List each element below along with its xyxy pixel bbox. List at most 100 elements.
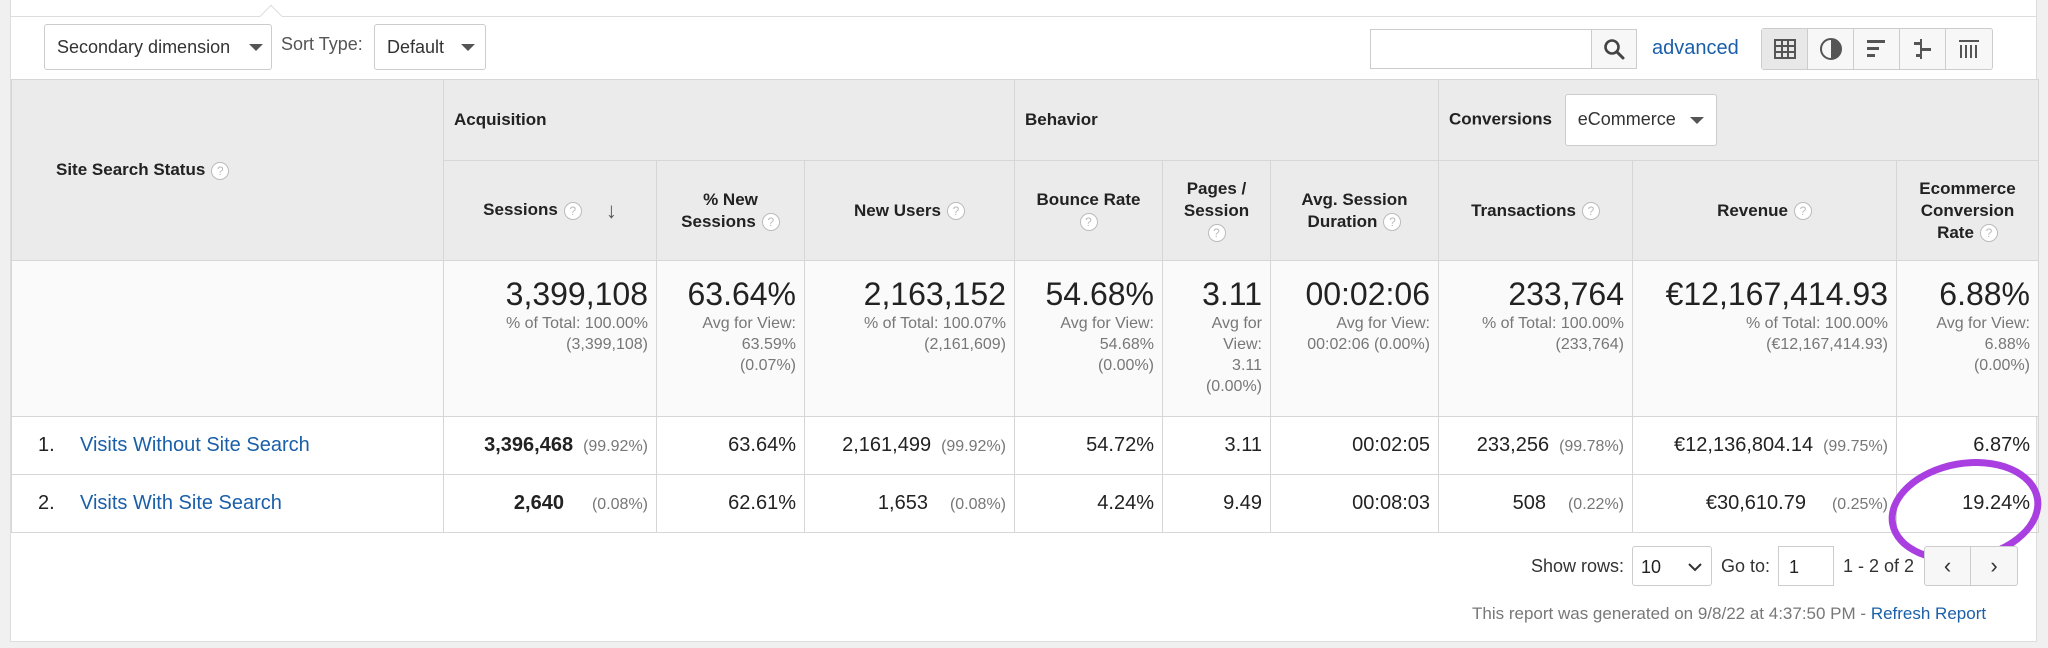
secondary-dimension-dropdown[interactable]: Secondary dimension (44, 24, 272, 70)
chevron-down-icon (249, 44, 263, 51)
total-note: (0.00%) (1973, 357, 2030, 374)
group-header-conversions: Conversions eCommerce (1438, 79, 2039, 161)
comparison-view-button[interactable] (1900, 29, 1946, 69)
col-label: Conversion (1920, 200, 2015, 220)
total-note: Avg for View: (1336, 315, 1430, 332)
col-label: Sessions (681, 211, 756, 231)
total-new-sessions: 63.64% Avg for View: 63.59% (0.07%) (656, 260, 805, 417)
row-link-visits-with-site-search[interactable]: Visits With Site Search (80, 492, 282, 514)
search-button[interactable] (1591, 29, 1637, 69)
conversions-dropdown[interactable]: eCommerce (1564, 94, 1717, 146)
total-sessions: 3,399,108 % of Total: 100.00% (3,399,108) (443, 260, 657, 417)
cell-value: 19.24% (1962, 492, 2030, 514)
bar-view-button[interactable] (1854, 29, 1900, 69)
sort-type-dropdown[interactable]: Default (374, 24, 486, 70)
cell-value: 233,256 (1476, 434, 1550, 456)
total-value: 63.64% (687, 276, 796, 312)
help-icon[interactable]: ? (563, 201, 582, 220)
report-table: Site Search Status? Acquisition Behavior… (11, 79, 2039, 533)
total-note: Avg for View: (1936, 315, 2030, 332)
help-icon[interactable]: ? (211, 161, 230, 180)
table-row: 2. Visits With Site Search 2,640 (0.08%) 6… (11, 474, 2039, 533)
total-transactions: 233,764 % of Total: 100.00% (233,764) (1438, 260, 1633, 417)
cell-value: 3,396,468 (484, 434, 574, 456)
col-label: % New (703, 189, 758, 209)
dimension-header[interactable]: Site Search Status? (11, 79, 444, 261)
show-rows-value: 10 (1641, 557, 1662, 577)
col-header-new-users[interactable]: New Users? (804, 160, 1015, 261)
refresh-report-link[interactable]: Refresh Report (1870, 604, 1987, 623)
cell-sessions: 3,396,468 (99.92%) (443, 416, 657, 475)
chevron-left-icon: ‹ (1943, 553, 1952, 578)
cell-percent: (0.08%) (949, 496, 1006, 513)
total-value: €12,167,414.93 (1665, 276, 1888, 312)
total-note: Avg for (1211, 315, 1262, 332)
cell-percent: (0.08%) (591, 496, 648, 513)
help-icon[interactable]: ? (761, 213, 780, 232)
col-header-sessions[interactable]: Sessions? ↓ (443, 160, 657, 261)
cell-value: 00:08:03 (1352, 492, 1430, 514)
col-label: Ecommerce (1919, 178, 2016, 198)
help-icon[interactable]: ? (946, 202, 965, 221)
pivot-icon (1959, 40, 1979, 58)
total-revenue: €12,167,414.93 % of Total: 100.00% (€12,16… (1632, 260, 1897, 417)
sort-arrow-down-icon: ↓ (605, 197, 617, 223)
chevron-right-icon: › (1990, 553, 1998, 578)
total-conversion-rate: 6.88% Avg for View: 6.88% (0.00%) (1896, 260, 2039, 417)
total-value: 54.68% (1045, 276, 1154, 312)
search-icon (1604, 39, 1625, 60)
help-icon[interactable]: ? (1207, 224, 1226, 243)
table-icon (1773, 39, 1796, 59)
col-header-new-sessions[interactable]: % New Sessions? (656, 160, 805, 261)
group-header-acquisition: Acquisition (443, 79, 1015, 161)
col-label: Transactions (1471, 200, 1576, 220)
table-view-button[interactable] (1762, 29, 1808, 69)
row-dimension-cell: 1. Visits Without Site Search (11, 416, 444, 475)
cell-avg-session-duration: 00:02:05 (1270, 416, 1439, 475)
cell-percent: (99.92%) (941, 438, 1006, 455)
total-note: 54.68% (1099, 336, 1154, 353)
goto-page-input[interactable]: 1 (1778, 546, 1834, 586)
report-generated-note: This report was generated on 9/8/22 at 4… (1472, 604, 1986, 624)
cell-sessions: 2,640 (0.08%) (443, 474, 657, 533)
search-input[interactable] (1370, 29, 1592, 69)
col-label: Rate (1937, 222, 1974, 242)
total-note: 6.88% (1984, 336, 2030, 353)
help-icon[interactable]: ? (1979, 224, 1998, 243)
view-switcher (1761, 28, 1993, 70)
col-header-avg-session-duration[interactable]: Avg. Session Duration? (1270, 160, 1439, 261)
help-icon[interactable]: ? (1383, 213, 1402, 232)
help-icon[interactable]: ? (1793, 202, 1812, 221)
show-rows-select[interactable]: 10 (1632, 546, 1712, 586)
total-avg-session-duration: 00:02:06 Avg for View: 00:02:06 (0.00%) (1270, 260, 1439, 417)
pagination-buttons: ‹ › (1924, 546, 2018, 586)
cell-percent: (0.25%) (1831, 496, 1888, 513)
cell-percent: (0.22%) (1567, 496, 1624, 513)
pie-view-button[interactable] (1808, 29, 1854, 69)
next-page-button[interactable]: › (1971, 547, 2017, 585)
col-header-pages-session[interactable]: Pages / Session? (1162, 160, 1271, 261)
total-note: (€12,167,414.93) (1766, 336, 1888, 353)
chevron-down-icon (1688, 563, 1702, 572)
col-header-revenue[interactable]: Revenue? (1632, 160, 1897, 261)
cell-value: 2,161,499 (842, 434, 932, 456)
col-label: Session (1183, 200, 1250, 220)
row-link-visits-without-site-search[interactable]: Visits Without Site Search (80, 434, 310, 456)
help-icon[interactable]: ? (1079, 213, 1098, 232)
total-note: 63.59% (741, 336, 796, 353)
pivot-view-button[interactable] (1946, 29, 1992, 69)
advanced-link[interactable]: advanced (1652, 37, 1739, 59)
comparison-icon (1913, 39, 1931, 59)
col-header-transactions[interactable]: Transactions? (1438, 160, 1633, 261)
total-note: (0.07%) (739, 357, 796, 374)
group-header-behavior: Behavior (1014, 79, 1439, 161)
col-header-bounce-rate[interactable]: Bounce Rate? (1014, 160, 1163, 261)
prev-page-button[interactable]: ‹ (1925, 547, 1971, 585)
row-index: 2. (38, 492, 55, 514)
help-icon[interactable]: ? (1581, 202, 1600, 221)
total-note: (233,764) (1555, 336, 1625, 353)
col-label: Duration (1307, 211, 1378, 231)
cell-value: 6.87% (1973, 434, 2030, 456)
total-note: (3,399,108) (566, 336, 648, 353)
col-header-ecommerce-conversion-rate[interactable]: Ecommerce Conversion Rate? (1896, 160, 2039, 261)
